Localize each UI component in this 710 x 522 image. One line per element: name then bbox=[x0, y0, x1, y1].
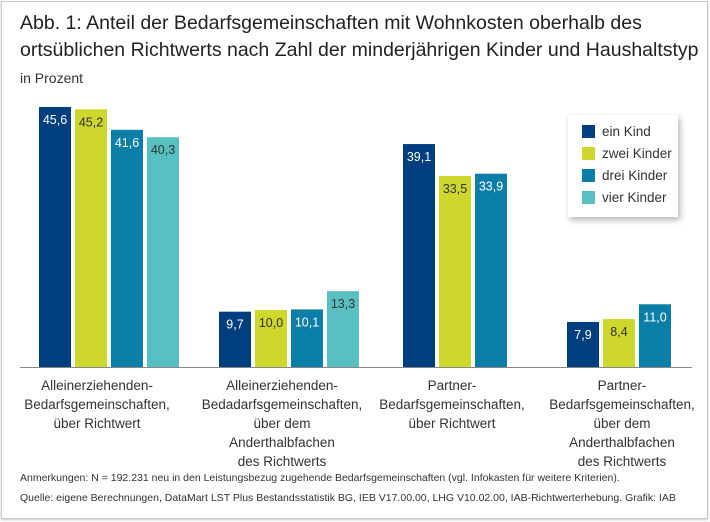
bar bbox=[327, 291, 359, 367]
data-label: 11,0 bbox=[643, 310, 666, 324]
data-label: 33,9 bbox=[479, 180, 503, 194]
data-label: 10,0 bbox=[259, 316, 283, 330]
chart-title: Abb. 1: Anteil der Bedarfsgemeinschaften… bbox=[20, 12, 699, 61]
legend-label: vier Kinder bbox=[602, 190, 667, 205]
data-label: 13,3 bbox=[331, 297, 355, 311]
legend-swatch bbox=[582, 191, 595, 204]
bar bbox=[439, 175, 471, 367]
legend-label: drei Kinder bbox=[602, 168, 668, 183]
bar bbox=[255, 309, 287, 367]
legend: ein Kind zwei Kinder drei Kinder vier Ki… bbox=[568, 115, 678, 217]
bar bbox=[111, 129, 143, 367]
legend-item: vier Kinder bbox=[582, 190, 667, 205]
notes: Anmerkungen: N = 192.231 neu in den Leis… bbox=[20, 472, 620, 484]
legend-swatch bbox=[582, 169, 595, 182]
data-label: 40,3 bbox=[151, 143, 175, 157]
chart-subtitle: in Prozent bbox=[20, 70, 84, 86]
data-label: 8,4 bbox=[610, 325, 627, 339]
category-label: Partner- Bedarfsgemeinschaften, über dem… bbox=[549, 378, 695, 469]
source: Quelle: eigene Berechnungen, DataMart LS… bbox=[20, 492, 676, 504]
legend-item: ein Kind bbox=[582, 124, 651, 139]
legend-item: zwei Kinder bbox=[582, 146, 672, 161]
bar bbox=[39, 107, 71, 367]
bar bbox=[403, 144, 435, 367]
bar bbox=[639, 304, 671, 367]
category-label: Alleinerziehenden- Bedadarfsgemeinschaft… bbox=[201, 378, 363, 469]
bar bbox=[147, 137, 179, 367]
category-label: Partner- Bedarfsgemeinschaften, über Ric… bbox=[379, 378, 525, 431]
data-label: 45,2 bbox=[79, 115, 103, 129]
bar bbox=[75, 109, 107, 367]
category-label: Alleinerziehenden- Bedarfsgemeinschaften… bbox=[24, 378, 170, 431]
bar bbox=[291, 309, 323, 367]
legend-swatch bbox=[582, 125, 595, 138]
data-label: 33,5 bbox=[443, 182, 467, 196]
bar bbox=[475, 173, 507, 367]
bar bbox=[567, 321, 599, 367]
data-label: 45,6 bbox=[43, 113, 67, 127]
data-label: 7,9 bbox=[574, 328, 591, 342]
legend-swatch bbox=[582, 147, 595, 160]
bar bbox=[603, 319, 635, 367]
data-label: 41,6 bbox=[115, 136, 139, 150]
bar bbox=[219, 311, 251, 367]
data-label: 10,1 bbox=[295, 315, 319, 329]
legend-label: zwei Kinder bbox=[602, 146, 672, 161]
data-label: 9,7 bbox=[226, 318, 243, 332]
data-label: 39,1 bbox=[407, 150, 431, 164]
legend-item: drei Kinder bbox=[582, 168, 667, 183]
legend-label: ein Kind bbox=[602, 124, 651, 139]
